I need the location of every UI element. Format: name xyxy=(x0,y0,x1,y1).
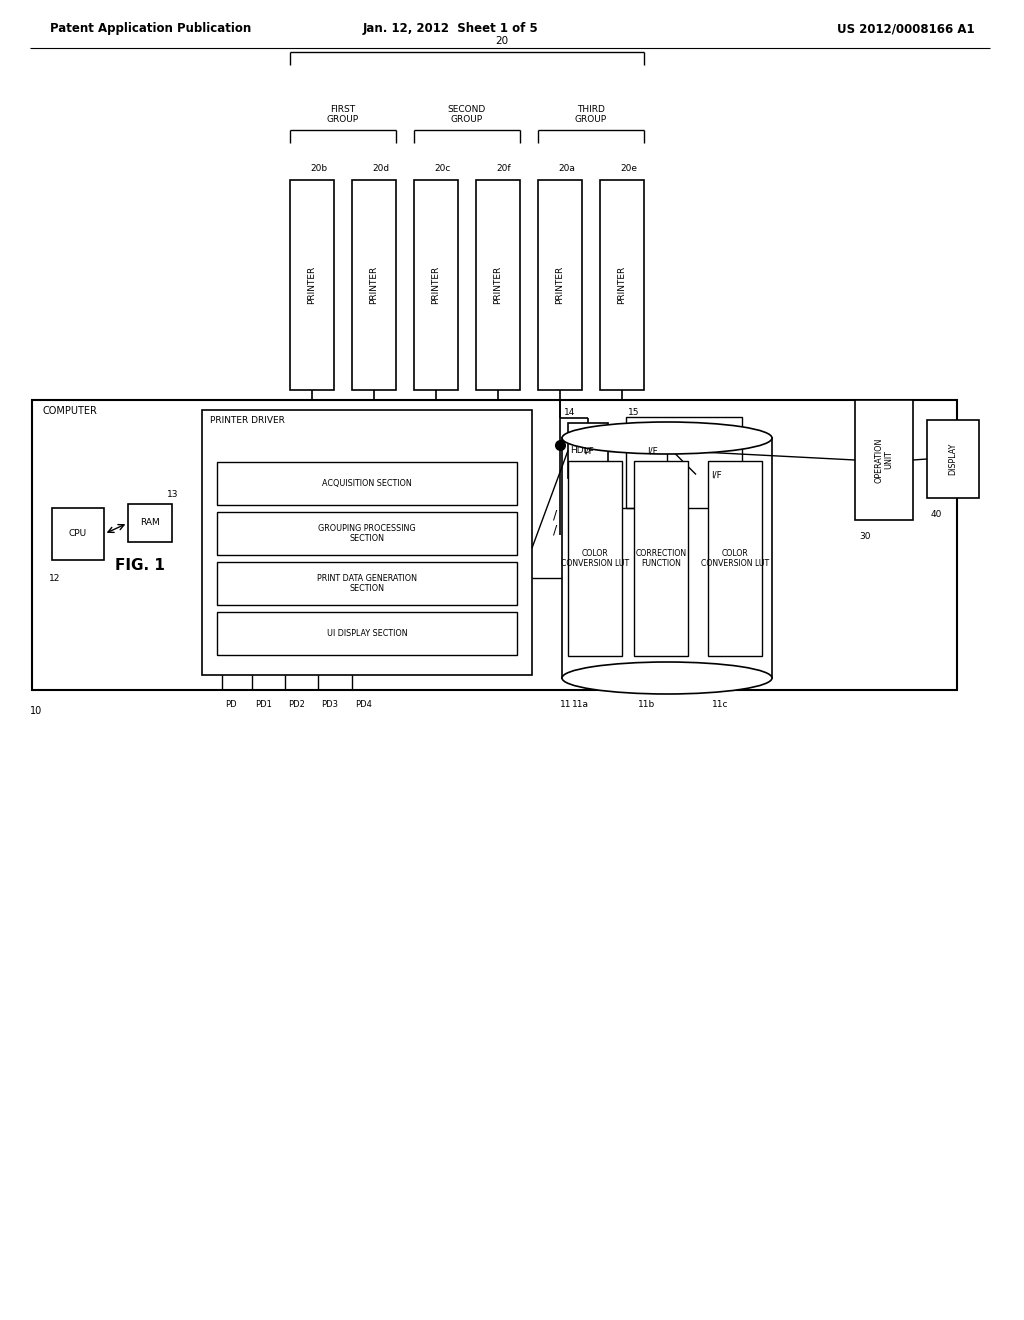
Text: PD2: PD2 xyxy=(288,700,305,709)
Text: PRINTER: PRINTER xyxy=(307,265,316,304)
Text: I/F: I/F xyxy=(583,446,593,455)
FancyBboxPatch shape xyxy=(217,512,517,554)
FancyBboxPatch shape xyxy=(46,490,186,572)
Text: PRINTER: PRINTER xyxy=(370,265,379,304)
Text: FIRST
GROUP: FIRST GROUP xyxy=(327,104,359,124)
Text: 40: 40 xyxy=(931,510,942,519)
Text: 12: 12 xyxy=(49,574,60,583)
FancyBboxPatch shape xyxy=(634,461,688,656)
Text: 11a: 11a xyxy=(572,700,589,709)
Text: 20a: 20a xyxy=(558,164,574,173)
Text: US 2012/0008166 A1: US 2012/0008166 A1 xyxy=(838,22,975,36)
Text: PD4: PD4 xyxy=(355,700,372,709)
Text: PRINTER: PRINTER xyxy=(431,265,440,304)
Text: RAM: RAM xyxy=(140,519,160,528)
Text: 20d: 20d xyxy=(372,164,389,173)
Text: DISPLAY: DISPLAY xyxy=(948,442,957,475)
Text: CPU: CPU xyxy=(69,529,87,539)
Text: PRINTER: PRINTER xyxy=(494,265,503,304)
Text: 15: 15 xyxy=(628,408,640,417)
Text: PD1: PD1 xyxy=(255,700,272,709)
Text: UI DISPLAY SECTION: UI DISPLAY SECTION xyxy=(327,630,408,638)
Text: PRINTER DRIVER: PRINTER DRIVER xyxy=(210,416,285,425)
Text: 11c: 11c xyxy=(712,700,728,709)
FancyBboxPatch shape xyxy=(538,180,582,389)
Text: 20b: 20b xyxy=(310,164,327,173)
Text: COMPUTER: COMPUTER xyxy=(42,407,97,416)
Text: THIRD
GROUP: THIRD GROUP xyxy=(574,104,607,124)
Text: PD: PD xyxy=(225,700,237,709)
FancyBboxPatch shape xyxy=(202,411,532,675)
FancyBboxPatch shape xyxy=(568,422,608,478)
Text: PD3: PD3 xyxy=(321,700,338,709)
FancyBboxPatch shape xyxy=(927,420,979,498)
Ellipse shape xyxy=(562,422,772,454)
Text: 13: 13 xyxy=(167,490,178,499)
FancyBboxPatch shape xyxy=(600,180,644,389)
Text: 14: 14 xyxy=(564,408,575,417)
Text: COLOR
CONVERSION LUT: COLOR CONVERSION LUT xyxy=(561,549,629,568)
FancyBboxPatch shape xyxy=(32,400,957,690)
Text: 20e: 20e xyxy=(620,164,637,173)
FancyBboxPatch shape xyxy=(562,438,772,678)
Text: I/F: I/F xyxy=(646,446,657,455)
FancyBboxPatch shape xyxy=(217,562,517,605)
Text: 20: 20 xyxy=(496,36,509,46)
FancyBboxPatch shape xyxy=(632,422,672,478)
Text: Patent Application Publication: Patent Application Publication xyxy=(50,22,251,36)
Text: PRINT DATA GENERATION
SECTION: PRINT DATA GENERATION SECTION xyxy=(317,574,417,593)
FancyBboxPatch shape xyxy=(855,400,913,520)
Text: CORRECTION
FUNCTION: CORRECTION FUNCTION xyxy=(636,549,686,568)
Text: Jan. 12, 2012  Sheet 1 of 5: Jan. 12, 2012 Sheet 1 of 5 xyxy=(362,22,538,36)
Text: 20c: 20c xyxy=(434,164,451,173)
Text: 20f: 20f xyxy=(496,164,511,173)
FancyBboxPatch shape xyxy=(128,504,172,543)
FancyBboxPatch shape xyxy=(352,180,396,389)
Text: 11: 11 xyxy=(560,700,571,709)
Text: 11b: 11b xyxy=(638,700,655,709)
Text: ACQUISITION SECTION: ACQUISITION SECTION xyxy=(323,479,412,488)
Text: N: N xyxy=(574,473,582,483)
Text: I/F: I/F xyxy=(711,470,721,479)
FancyBboxPatch shape xyxy=(568,461,622,656)
Ellipse shape xyxy=(562,663,772,694)
Text: /: / xyxy=(553,524,557,536)
Text: PRINTER: PRINTER xyxy=(617,265,627,304)
Text: 10: 10 xyxy=(30,706,42,715)
FancyBboxPatch shape xyxy=(626,417,742,508)
Text: OPERATION
UNIT: OPERATION UNIT xyxy=(874,437,894,483)
Text: /: / xyxy=(553,508,557,521)
Text: HDD: HDD xyxy=(570,446,591,455)
FancyBboxPatch shape xyxy=(217,462,517,506)
FancyBboxPatch shape xyxy=(476,180,520,389)
FancyBboxPatch shape xyxy=(217,612,517,655)
Text: GROUPING PROCESSING
SECTION: GROUPING PROCESSING SECTION xyxy=(318,524,416,544)
Text: 30: 30 xyxy=(859,532,870,541)
Text: 16: 16 xyxy=(692,432,703,441)
Text: FIG. 1: FIG. 1 xyxy=(115,557,165,573)
FancyBboxPatch shape xyxy=(290,180,334,389)
Text: COLOR
CONVERSION LUT: COLOR CONVERSION LUT xyxy=(700,549,769,568)
FancyBboxPatch shape xyxy=(414,180,458,389)
FancyBboxPatch shape xyxy=(696,447,736,502)
Text: SECOND
GROUP: SECOND GROUP xyxy=(447,104,486,124)
Text: PRINTER: PRINTER xyxy=(555,265,564,304)
FancyBboxPatch shape xyxy=(708,461,762,656)
FancyBboxPatch shape xyxy=(52,508,104,560)
